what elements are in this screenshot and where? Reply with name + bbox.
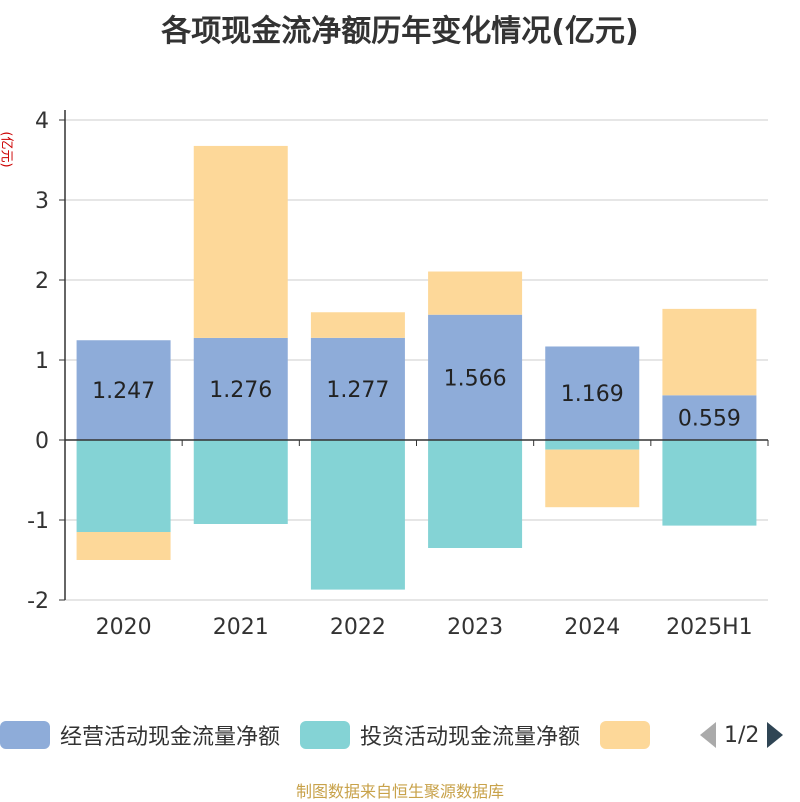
legend-pager: 1/2 — [700, 718, 784, 752]
bar-operating — [193, 337, 288, 440]
bar-investing — [428, 440, 523, 548]
bar-operating — [662, 395, 757, 440]
legend-item-investing[interactable]: 投资活动现金流量净额 — [300, 719, 580, 751]
legend-label-operating: 经营活动现金流量净额 — [60, 725, 281, 750]
bar-financing — [310, 312, 405, 338]
x-tick-label: 2021 — [213, 615, 269, 640]
data-source-note: 制图数据来自恒生聚源数据库 — [295, 782, 504, 801]
legend-item-operating[interactable]: 经营活动现金流量净额 — [0, 719, 280, 751]
data-label: 1.247 — [92, 379, 155, 404]
legend-item-financing[interactable] — [600, 721, 660, 749]
data-label: 1.566 — [444, 366, 507, 391]
bar-investing — [545, 440, 640, 450]
y-tick-label: 2 — [35, 269, 49, 294]
bar-operating — [428, 314, 523, 440]
x-tick-label: 2025H1 — [666, 615, 753, 640]
y-tick-label: 1 — [35, 349, 49, 374]
bar-financing — [76, 532, 171, 560]
y-tick-label: 4 — [35, 109, 49, 134]
x-tick-label: 2023 — [447, 615, 503, 640]
bar-operating — [76, 340, 171, 440]
bar-investing — [310, 440, 405, 590]
chart-title: 各项现金流净额历年变化情况(亿元) — [161, 14, 639, 49]
bar-financing — [545, 449, 640, 508]
bar-investing — [662, 440, 757, 526]
legend: 经营活动现金流量净额 投资活动现金流量净额 — [0, 718, 680, 752]
data-label: 1.276 — [209, 378, 272, 403]
y-tick-label: -1 — [27, 509, 49, 534]
legend-swatch-operating — [0, 721, 50, 749]
bar-financing — [428, 271, 523, 315]
bar-operating — [545, 346, 640, 440]
legend-swatch-financing — [600, 721, 651, 749]
bar-financing — [662, 308, 757, 396]
legend-next-arrow-icon[interactable] — [767, 722, 784, 748]
y-tick-label: -2 — [27, 589, 49, 614]
bar-investing — [76, 440, 171, 532]
data-label: 0.559 — [678, 407, 741, 432]
x-tick-label: 2022 — [330, 615, 386, 640]
x-tick-label: 2020 — [96, 615, 152, 640]
data-label: 1.169 — [561, 382, 624, 407]
bar-investing — [193, 440, 288, 524]
legend-label-investing: 投资活动现金流量净额 — [360, 725, 581, 750]
legend-swatch-investing — [300, 721, 351, 749]
bar-chart: -2 -1 0 1 2 3 4 1.247 2020 1.276 2021 1.277 2022 1.56… — [27, 109, 769, 640]
data-label: 1.277 — [326, 378, 389, 403]
x-tick-label: 2024 — [564, 615, 620, 640]
bar-operating — [310, 337, 405, 440]
y-tick-label: 0 — [35, 429, 49, 454]
y-tick-label: 3 — [35, 189, 49, 214]
bar-financing — [193, 145, 288, 338]
legend-prev-arrow-icon[interactable] — [700, 722, 716, 748]
legend-page-indicator: 1/2 — [724, 722, 760, 748]
